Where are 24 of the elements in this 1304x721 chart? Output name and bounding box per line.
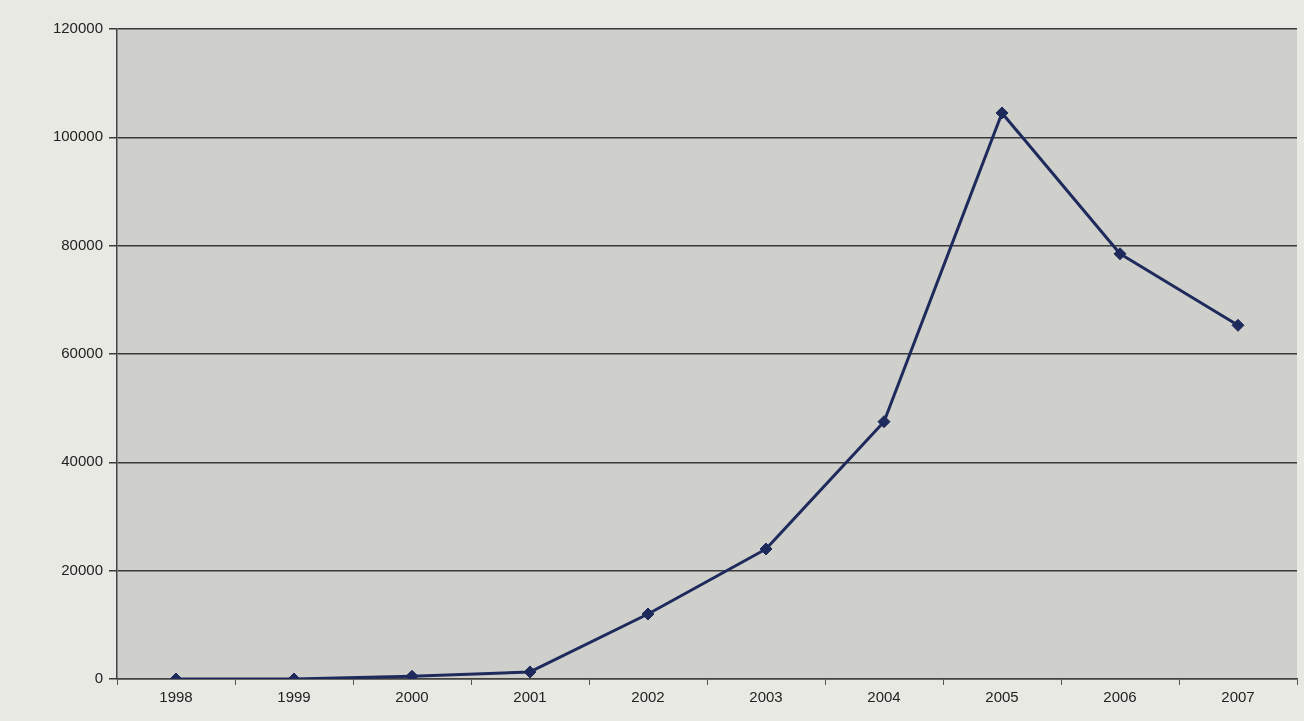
x-tick-label: 1998 <box>159 688 193 706</box>
x-tick-label: 2004 <box>867 688 901 706</box>
y-tick-label: 20000 <box>61 560 103 578</box>
point <box>877 415 891 429</box>
y-tick-label: 60000 <box>61 344 103 362</box>
point <box>641 607 655 621</box>
y-tick-label: 120000 <box>52 19 103 37</box>
point <box>523 665 537 679</box>
y-tick-label: 80000 <box>61 235 103 253</box>
point <box>759 542 773 556</box>
x-tick-label: 2007 <box>1221 688 1255 706</box>
y-tick-label: 100000 <box>52 127 103 145</box>
x-tick-label: 1999 <box>277 688 311 706</box>
y-tick-label: 0 <box>94 669 103 687</box>
x-tick-label: 2005 <box>985 688 1019 706</box>
x-tick-label: 2001 <box>513 688 547 706</box>
x-tick-label: 2002 <box>631 688 665 706</box>
point <box>1113 247 1127 261</box>
point <box>1231 318 1245 332</box>
x-tick-label: 2006 <box>1103 688 1137 706</box>
y-tick-label: 40000 <box>61 452 103 470</box>
x-tick-label: 2000 <box>395 688 429 706</box>
x-tick-label: 2003 <box>749 688 783 706</box>
point <box>995 106 1009 120</box>
